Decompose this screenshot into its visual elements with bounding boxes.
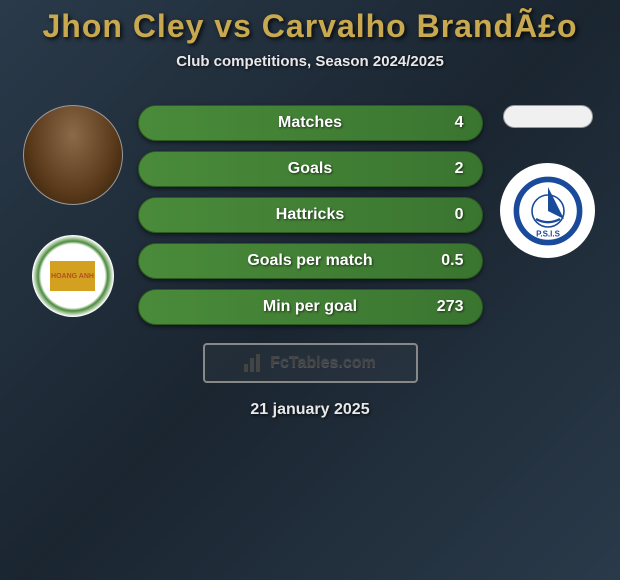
club-right-label: P.S.I.S (536, 229, 561, 238)
stat-right-value: 2 (434, 160, 464, 178)
stat-right-value: 0 (434, 206, 464, 224)
stat-bar-hattricks: Hattricks 0 (138, 197, 483, 233)
stat-right-value: 4 (434, 114, 464, 132)
stat-right-value: 0.5 (434, 252, 464, 270)
player-right-column: P.S.I.S (493, 100, 603, 258)
date-label: 21 january 2025 (250, 401, 369, 419)
stat-label: Goals (288, 160, 332, 178)
club-left-logo: HOANG ANH (32, 235, 114, 317)
stat-bar-gpm: Goals per match 0.5 (138, 243, 483, 279)
shield-icon: P.S.I.S (508, 171, 588, 251)
stats-column: Matches 4 Goals 2 Hattricks 0 Goals per … (138, 105, 483, 325)
brand-box[interactable]: FcTables.com (203, 343, 418, 383)
stat-label: Min per goal (263, 298, 357, 316)
stat-label: Hattricks (276, 206, 344, 224)
stat-right-value: 273 (434, 298, 464, 316)
stat-bar-mpg: Min per goal 273 (138, 289, 483, 325)
player-right-photo (503, 105, 593, 128)
chart-icon (244, 354, 264, 372)
stat-bar-matches: Matches 4 (138, 105, 483, 141)
comparison-area: HOANG ANH Matches 4 Goals 2 Hattricks 0 … (0, 100, 620, 325)
page-subtitle: Club competitions, Season 2024/2025 (176, 53, 444, 70)
club-right-logo: P.S.I.S (500, 163, 595, 258)
player-left-photo (23, 105, 123, 205)
stat-bar-goals: Goals 2 (138, 151, 483, 187)
page-title: Jhon Cley vs Carvalho BrandÃ£o (42, 8, 577, 45)
stat-label: Matches (278, 114, 342, 132)
brand-text: FcTables.com (270, 354, 376, 372)
infographic-container: Jhon Cley vs Carvalho BrandÃ£o Club comp… (0, 0, 620, 419)
club-left-label: HOANG ANH (50, 261, 95, 291)
stat-label: Goals per match (247, 252, 372, 270)
player-left-column: HOANG ANH (18, 100, 128, 317)
